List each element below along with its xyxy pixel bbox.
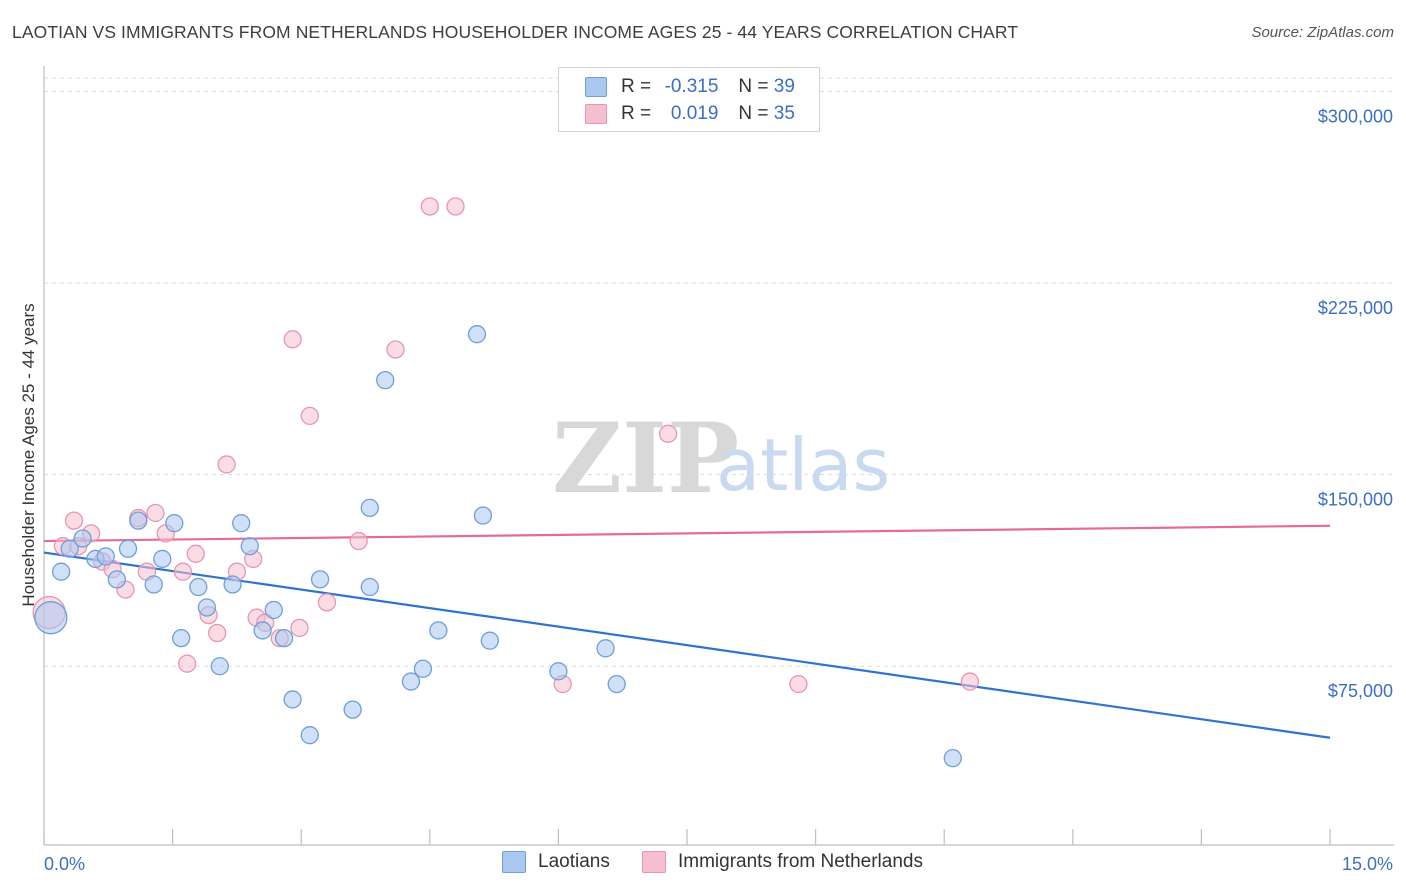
legend-row-netherlands: R = 0.019 N = 35 [585, 101, 795, 127]
laotian-point-27 [360, 577, 379, 597]
laotian-point-12 [172, 628, 191, 648]
stats-legend: R = -0.315 N = 39 R = 0.019 N = 35 [558, 67, 820, 132]
laotian-point-37 [607, 674, 626, 694]
laotian-point-20 [264, 600, 283, 620]
netherlands-swatch [585, 104, 607, 124]
laotian-point-23 [300, 726, 319, 745]
netherlands-point-28 [386, 340, 405, 359]
laotian-point-32 [467, 325, 487, 344]
n-label: N = [738, 103, 769, 124]
netherlands-point-17 [217, 455, 236, 474]
laotian-point-11 [165, 514, 184, 533]
legend-item-netherlands: Immigrants from Netherlands [642, 851, 923, 873]
laotian-point-3 [73, 529, 92, 548]
y-tick-label-0: $75,000 [1328, 681, 1393, 701]
netherlands-point-33 [789, 674, 808, 694]
laotian-point-13 [189, 577, 208, 597]
laotian-point-33 [473, 506, 493, 525]
laotian-point-8 [129, 511, 148, 530]
laotian-point-22 [283, 690, 302, 709]
laotian-point-14 [197, 598, 217, 617]
laotian-point-9 [144, 575, 163, 594]
r-value: -0.315 [664, 76, 719, 97]
netherlands-point-25 [300, 406, 319, 426]
laotian-point-35 [549, 662, 568, 681]
n-label: N = [738, 76, 769, 97]
r-label: R = [621, 103, 652, 124]
legend-label-laotians: Laotians [538, 851, 610, 872]
source-credit: Source: ZipAtlas.com [1251, 24, 1394, 41]
chart-title: LAOTIAN VS IMMIGRANTS FROM NETHERLANDS H… [12, 22, 1019, 42]
laotian-point-34 [480, 631, 499, 650]
trend-line-netherlands [43, 524, 1331, 543]
legend-item-laotians: Laotians [502, 851, 610, 873]
laotian-point-2 [60, 539, 79, 558]
netherlands-point-27 [349, 531, 368, 551]
r-value: 0.019 [670, 103, 719, 124]
laotian-point-0 [34, 601, 68, 635]
laotian-point-10 [153, 549, 172, 569]
laotian-point-16 [223, 575, 242, 594]
netherlands-point-24 [290, 618, 309, 638]
laotian-point-36 [596, 639, 615, 658]
laotian-point-18 [240, 537, 259, 556]
laotians-swatch [585, 77, 607, 97]
watermark-atlas: atlas [716, 423, 890, 507]
legend-label-netherlands: Immigrants from Netherlands [678, 851, 923, 872]
data-points [32, 197, 980, 768]
laotian-point-1 [51, 562, 71, 581]
laotian-point-24 [310, 570, 330, 589]
y-tick-label-3: $300,000 [1318, 107, 1393, 127]
netherlands-point-34 [960, 672, 980, 691]
watermark-zip: ZIP [552, 402, 739, 515]
netherlands-point-30 [446, 197, 465, 216]
netherlands-point-29 [420, 197, 439, 216]
x-tick-label-1: 15.0% [1342, 854, 1393, 874]
laotian-point-26 [360, 498, 379, 518]
series-legend: Laotians Immigrants from Netherlands [0, 851, 1406, 877]
legend-row-laotians: R = -0.315 N = 39 [585, 74, 795, 100]
trend-lines [43, 524, 1331, 739]
netherlands-point-23 [283, 330, 302, 349]
watermark: ZIP atlas [552, 402, 890, 515]
laotian-point-6 [107, 570, 127, 589]
axes [43, 66, 1394, 846]
y-tick-labels: $75,000 $150,000 $225,000 $300,000 [1318, 107, 1393, 702]
netherlands-point-2 [64, 511, 84, 530]
laotian-point-28 [376, 371, 395, 390]
r-label: R = [621, 76, 652, 97]
x-tick-labels: 0.0% 15.0% [44, 854, 1393, 874]
netherlands-point-26 [317, 593, 337, 612]
netherlands-point-14 [186, 544, 205, 563]
laotian-point-5 [96, 547, 115, 566]
laotian-point-19 [253, 621, 272, 640]
y-tick-label-1: $150,000 [1318, 490, 1393, 510]
x-tick-label-0: 0.0% [44, 854, 85, 874]
laotian-point-31 [429, 621, 448, 640]
netherlands-point-16 [208, 623, 227, 643]
laotian-point-25 [343, 700, 362, 719]
laotian-point-30 [413, 659, 433, 678]
laotian-point-17 [232, 514, 251, 533]
laotian-point-7 [118, 539, 138, 558]
n-value: 39 [773, 76, 795, 97]
y-axis-label: Householder Income Ages 25 - 44 years [19, 303, 38, 606]
laotians-legend-swatch [502, 851, 526, 873]
netherlands-point-12 [173, 562, 193, 581]
laotian-point-29 [401, 672, 421, 691]
laotian-point-21 [274, 628, 294, 648]
laotian-point-15 [210, 657, 229, 676]
netherlands-point-32 [658, 424, 678, 443]
y-tick-label-2: $225,000 [1318, 298, 1393, 318]
laotian-point-38 [943, 749, 962, 768]
netherlands-legend-swatch [642, 851, 666, 873]
gridlines [44, 77, 1394, 667]
n-value: 35 [773, 103, 795, 124]
netherlands-point-10 [146, 503, 165, 523]
trend-line-laotians [43, 551, 1331, 739]
netherlands-point-13 [178, 654, 197, 673]
